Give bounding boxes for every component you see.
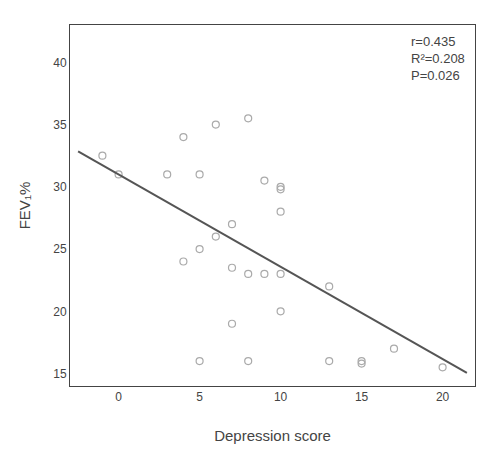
svg-text:0: 0 bbox=[115, 390, 122, 404]
svg-text:25: 25 bbox=[53, 242, 67, 256]
svg-text:20: 20 bbox=[53, 305, 67, 319]
svg-text:5: 5 bbox=[196, 390, 203, 404]
svg-text:30: 30 bbox=[53, 180, 67, 194]
svg-text:FEV₁%: FEV₁% bbox=[16, 182, 33, 230]
svg-text:35: 35 bbox=[53, 118, 67, 132]
svg-text:15: 15 bbox=[53, 367, 67, 381]
svg-text:40: 40 bbox=[53, 56, 67, 70]
svg-text:15: 15 bbox=[355, 390, 369, 404]
svg-text:10: 10 bbox=[274, 390, 288, 404]
svg-text:r=0.435R²=0.208P=0.026: r=0.435R²=0.208P=0.026 bbox=[411, 34, 465, 83]
svg-text:Depression score: Depression score bbox=[214, 427, 331, 444]
svg-text:20: 20 bbox=[436, 390, 450, 404]
